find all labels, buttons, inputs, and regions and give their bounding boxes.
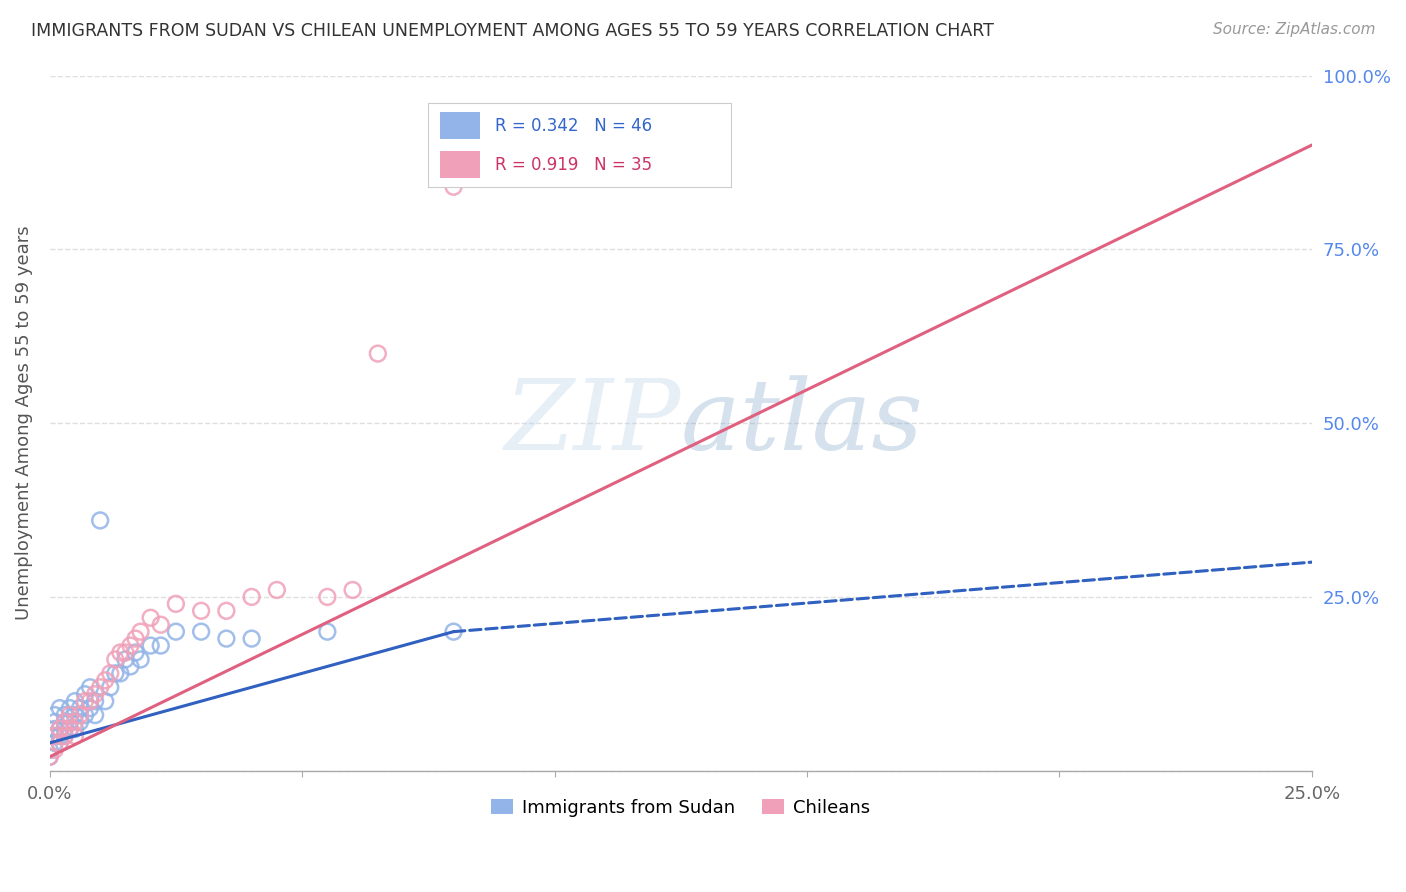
Point bbox=[53, 714, 76, 729]
Point bbox=[79, 680, 101, 694]
Point bbox=[79, 701, 101, 715]
Text: IMMIGRANTS FROM SUDAN VS CHILEAN UNEMPLOYMENT AMONG AGES 55 TO 59 YEARS CORRELAT: IMMIGRANTS FROM SUDAN VS CHILEAN UNEMPLO… bbox=[31, 22, 994, 40]
Point bbox=[89, 513, 111, 527]
Point bbox=[59, 708, 82, 723]
Point bbox=[44, 714, 66, 729]
Point bbox=[240, 632, 263, 646]
Text: Source: ZipAtlas.com: Source: ZipAtlas.com bbox=[1212, 22, 1375, 37]
Point bbox=[44, 736, 66, 750]
Point bbox=[190, 624, 212, 639]
Point bbox=[104, 666, 127, 681]
Point bbox=[44, 729, 66, 743]
Point bbox=[38, 743, 60, 757]
Point bbox=[59, 722, 82, 736]
Point bbox=[342, 582, 364, 597]
Point bbox=[149, 639, 172, 653]
Text: ZIP: ZIP bbox=[505, 376, 681, 471]
Point bbox=[49, 736, 72, 750]
Point bbox=[44, 729, 66, 743]
Point bbox=[110, 646, 132, 660]
Point bbox=[149, 617, 172, 632]
Point bbox=[53, 729, 76, 743]
Point bbox=[139, 611, 162, 625]
Point bbox=[53, 708, 76, 723]
Point bbox=[44, 743, 66, 757]
Point bbox=[63, 714, 86, 729]
Point bbox=[367, 346, 389, 360]
Point bbox=[215, 632, 238, 646]
Point bbox=[98, 680, 121, 694]
Point bbox=[120, 639, 142, 653]
Point bbox=[89, 680, 111, 694]
Point bbox=[124, 646, 146, 660]
Point bbox=[59, 701, 82, 715]
Point bbox=[129, 624, 152, 639]
Point bbox=[73, 708, 96, 723]
Point bbox=[98, 666, 121, 681]
Point bbox=[124, 632, 146, 646]
Point bbox=[44, 722, 66, 736]
Point bbox=[69, 714, 91, 729]
Point bbox=[84, 687, 107, 701]
Point bbox=[84, 694, 107, 708]
Y-axis label: Unemployment Among Ages 55 to 59 years: Unemployment Among Ages 55 to 59 years bbox=[15, 226, 32, 621]
Point bbox=[69, 708, 91, 723]
Point bbox=[49, 722, 72, 736]
Point bbox=[215, 604, 238, 618]
Point bbox=[104, 652, 127, 666]
Point bbox=[443, 179, 465, 194]
Point bbox=[53, 729, 76, 743]
Point bbox=[114, 652, 136, 666]
Point bbox=[73, 687, 96, 701]
Point bbox=[38, 749, 60, 764]
Point bbox=[110, 666, 132, 681]
Point bbox=[316, 590, 339, 604]
Point bbox=[49, 736, 72, 750]
Point bbox=[44, 708, 66, 723]
Legend: Immigrants from Sudan, Chileans: Immigrants from Sudan, Chileans bbox=[484, 792, 877, 824]
Point bbox=[59, 714, 82, 729]
Point bbox=[165, 597, 187, 611]
Point bbox=[266, 582, 288, 597]
Point bbox=[165, 624, 187, 639]
Point bbox=[38, 749, 60, 764]
Point bbox=[79, 694, 101, 708]
Point bbox=[49, 722, 72, 736]
Point bbox=[63, 729, 86, 743]
Point bbox=[120, 659, 142, 673]
Point bbox=[59, 722, 82, 736]
Point bbox=[129, 652, 152, 666]
Point bbox=[63, 694, 86, 708]
Point bbox=[63, 722, 86, 736]
Point bbox=[94, 694, 117, 708]
Point bbox=[114, 646, 136, 660]
Point bbox=[63, 708, 86, 723]
Point bbox=[69, 701, 91, 715]
Point bbox=[190, 604, 212, 618]
Point bbox=[49, 729, 72, 743]
Text: atlas: atlas bbox=[681, 376, 924, 471]
Point bbox=[49, 701, 72, 715]
Point bbox=[53, 714, 76, 729]
Point bbox=[73, 694, 96, 708]
Point bbox=[443, 624, 465, 639]
Point bbox=[53, 722, 76, 736]
Point bbox=[240, 590, 263, 604]
Point bbox=[84, 708, 107, 723]
Point bbox=[94, 673, 117, 688]
Point bbox=[139, 639, 162, 653]
Point bbox=[316, 624, 339, 639]
